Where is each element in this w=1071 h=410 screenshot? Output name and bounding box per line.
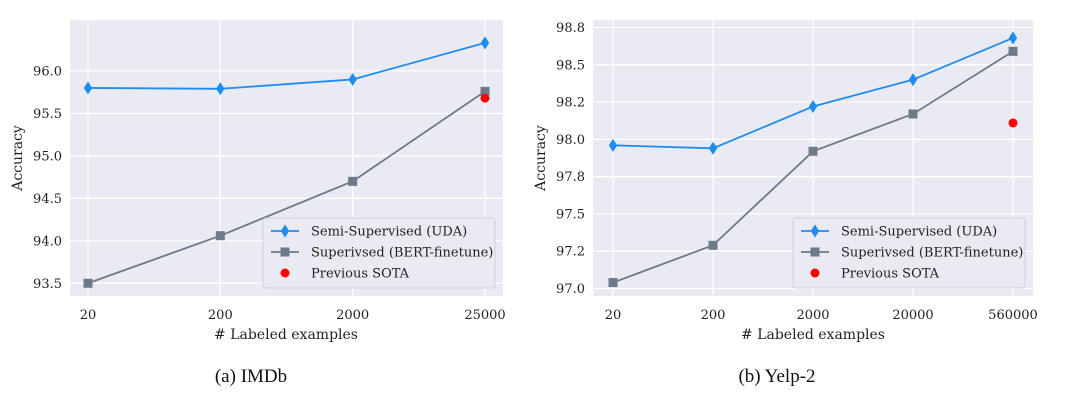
x-tick-label: 20000: [892, 308, 933, 323]
series-0-point: [83, 81, 93, 95]
previous-sota-point: [1008, 118, 1018, 128]
y-tick-label: 98.5: [556, 58, 585, 73]
legend-marker: [280, 247, 290, 257]
legend-marker: [810, 268, 820, 278]
caption-yelp: (b) Yelp-2: [738, 366, 816, 387]
series-0-point: [1008, 31, 1018, 45]
legend-label: Semi-Supervised (UDA): [311, 225, 467, 240]
legend-label: Superivsed (BERT-finetune): [311, 246, 493, 261]
series-0-point: [908, 73, 918, 87]
series-1-point: [808, 146, 818, 156]
y-tick-label: 97.0: [556, 282, 585, 297]
series-1-point: [908, 109, 918, 119]
y-tick-label: 98.2: [556, 96, 585, 111]
y-tick-label: 98.8: [556, 21, 585, 36]
x-tick-label: 20: [605, 308, 622, 323]
series-0-point: [216, 82, 225, 96]
series-1-point: [83, 278, 93, 288]
y-tick-label: 94.0: [33, 234, 62, 249]
legend-marker: [810, 224, 820, 238]
series-line-1: [87, 90, 486, 285]
y-axis-label: Accuracy: [533, 125, 549, 192]
legend-label: Superivsed (BERT-finetune): [841, 246, 1023, 261]
series-line-0: [87, 42, 486, 90]
x-tick-label: 200: [208, 308, 233, 323]
y-tick-label: 95.0: [33, 149, 62, 164]
x-tick-label: 2000: [336, 308, 369, 323]
series-1-point: [1008, 46, 1018, 56]
legend-marker: [280, 224, 290, 238]
caption-imdb: (a) IMDb: [214, 366, 288, 387]
x-tick-label: 560000: [988, 308, 1038, 323]
previous-sota-point: [480, 93, 490, 103]
y-tick-label: 98.0: [556, 133, 585, 148]
legend-box: [262, 217, 496, 289]
y-axis-label: Accuracy: [10, 125, 26, 192]
x-tick-label: 2000: [796, 308, 829, 323]
series-1-point: [480, 86, 490, 96]
legend-marker: [280, 268, 290, 278]
y-tick-label: 93.5: [33, 277, 62, 292]
chart-panel-1: 97.0 97.2 97.5 97.8 98.0 98.2 98.5 98.8 20 200 200…: [533, 20, 1038, 343]
legend-label: Previous SOTA: [841, 267, 940, 282]
y-tick-label: 97.2: [556, 245, 585, 260]
legend-label: Previous SOTA: [311, 267, 410, 282]
series-1-point: [215, 231, 225, 241]
x-tick-label: 200: [701, 308, 726, 323]
x-tick-label: 25000: [464, 308, 505, 323]
legend-label: Semi-Supervised (UDA): [841, 225, 997, 240]
series-0-point: [348, 72, 357, 86]
series-0-point: [808, 100, 818, 114]
series-0-point: [608, 138, 618, 152]
x-tick-label: 20: [80, 308, 97, 323]
series-0-point: [708, 141, 718, 155]
y-tick-label: 96.0: [33, 64, 62, 79]
x-axis-label: # Labeled examples: [214, 327, 358, 343]
y-tick-label: 95.5: [33, 107, 62, 122]
series-1-point: [608, 278, 618, 288]
y-tick-label: 97.8: [556, 170, 585, 185]
chart-panel-0: 93.5 94.0 94.5 95.0 95.5 96.0 20 200 2000 25000 # …: [10, 20, 506, 343]
series-1-point: [348, 176, 358, 186]
legend-marker: [810, 247, 820, 257]
series-1-point: [708, 240, 718, 250]
series-0-point: [480, 36, 490, 50]
x-axis-label: # Labeled examples: [741, 327, 885, 343]
y-tick-label: 94.5: [33, 192, 62, 207]
y-tick-label: 97.5: [556, 207, 585, 222]
legend-box: [792, 217, 1026, 289]
